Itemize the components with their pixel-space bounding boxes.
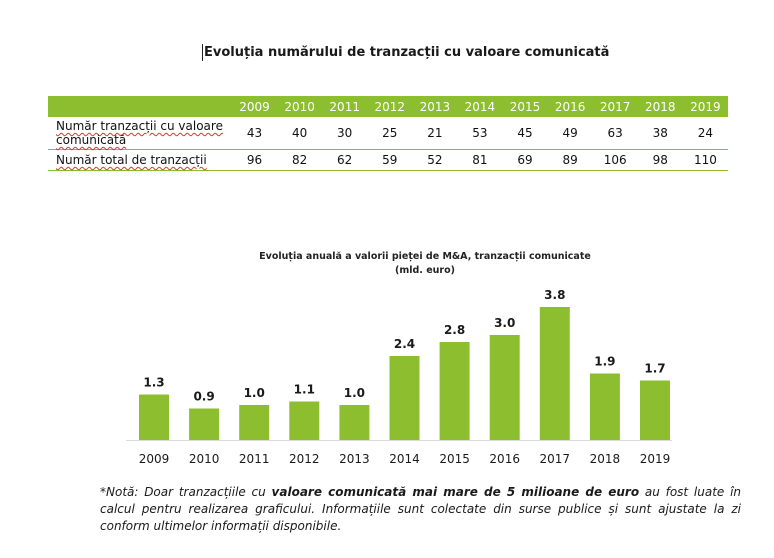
- bar-2015: [439, 342, 470, 440]
- table-cell: 69: [502, 149, 548, 171]
- table-cell: 96: [232, 149, 278, 171]
- table-cell: 52: [412, 149, 458, 171]
- data-label: 1.0: [244, 386, 265, 400]
- header-year: 2015: [502, 96, 548, 117]
- table-cell: 24: [682, 117, 728, 150]
- row-label: Număr tranzacții cu valoare comunicată: [48, 117, 232, 150]
- header-year: 2013: [412, 96, 458, 117]
- table-cell: 63: [592, 117, 638, 150]
- x-tick-label: 2015: [439, 452, 470, 466]
- header-year: 2019: [682, 96, 728, 117]
- data-label: 2.4: [394, 337, 415, 351]
- data-label: 1.9: [594, 355, 615, 369]
- x-tick-label: 2013: [339, 452, 370, 466]
- table-cell: 53: [457, 117, 503, 150]
- header-year: 2012: [367, 96, 413, 117]
- header-year: 2010: [277, 96, 323, 117]
- table-cell: 49: [547, 117, 593, 150]
- table-cell: 59: [367, 149, 413, 171]
- table-cell: 45: [502, 117, 548, 150]
- table-cell: 89: [547, 149, 593, 171]
- header-year: 2018: [637, 96, 683, 117]
- footnote-prefix: *Notă: Doar tranzacțiile cu: [100, 485, 272, 499]
- data-label: 1.7: [644, 362, 665, 376]
- x-tick-label: 2009: [139, 452, 170, 466]
- transactions-table: 2009 2010 2011 2012 2013 2014 2015 2016 …: [48, 96, 728, 171]
- x-tick-label: 2018: [590, 452, 621, 466]
- x-tick-label: 2016: [489, 452, 520, 466]
- table-cell: 30: [322, 117, 368, 150]
- bar-2017: [539, 307, 570, 440]
- bar-2009: [139, 394, 169, 440]
- bar-2018: [589, 373, 620, 440]
- header-year: 2017: [592, 96, 638, 117]
- data-label: 1.3: [143, 376, 164, 390]
- data-label: 3.0: [494, 316, 515, 330]
- header-year: 2016: [547, 96, 593, 117]
- table-row: Număr tranzacții cu valoare comunicată 4…: [48, 117, 728, 150]
- table-cell: 43: [232, 117, 278, 150]
- data-label: 1.1: [294, 383, 315, 397]
- header-year: 2011: [322, 96, 368, 117]
- table-cell: 40: [277, 117, 323, 150]
- header-empty-cell: [48, 96, 232, 117]
- table-header-row: 2009 2010 2011 2012 2013 2014 2015 2016 …: [48, 96, 728, 117]
- table-cell: 110: [682, 149, 728, 171]
- x-tick-label: 2019: [640, 452, 671, 466]
- table-cell: 21: [412, 117, 458, 150]
- bar-2012: [289, 401, 320, 440]
- data-label: 3.8: [544, 288, 565, 302]
- table-row: Număr total de tranzacții 96 82 62 59 52…: [48, 149, 728, 171]
- table-title: Evoluția numărului de tranzacții cu valo…: [202, 44, 610, 61]
- table-cell: 106: [592, 149, 638, 171]
- footnote-suffix: au fost luate în calcul pentru realizare…: [100, 485, 742, 533]
- chart-title-text: Evoluția anuală a valorii pieței de M&A,…: [259, 251, 591, 262]
- header-year: 2014: [457, 96, 503, 117]
- table-cell: 81: [457, 149, 503, 171]
- bar-2019: [640, 380, 670, 440]
- bar-2013: [339, 405, 370, 440]
- table-cell: 82: [277, 149, 323, 171]
- x-tick-label: 2011: [239, 452, 270, 466]
- x-tick-label: 2012: [289, 452, 320, 466]
- row-label: Număr total de tranzacții: [48, 149, 232, 171]
- table-cell: 98: [637, 149, 683, 171]
- data-label: 2.8: [444, 323, 465, 337]
- data-label: 1.0: [344, 386, 365, 400]
- bar-2014: [389, 356, 420, 440]
- table-cell: 38: [637, 117, 683, 150]
- bar-2011: [239, 405, 270, 440]
- header-year: 2009: [232, 96, 278, 117]
- footnote-bold: valoare comunicată mai mare de 5 milioan…: [271, 485, 640, 499]
- bar-2016: [489, 335, 520, 440]
- footnote: *Notă: Doar tranzacțiile cu valoare comu…: [100, 484, 741, 535]
- bar-2010: [189, 408, 220, 440]
- data-label: 0.9: [193, 390, 214, 404]
- table-cell: 25: [367, 117, 413, 150]
- chart-title: Evoluția anuală a valorii pieței de M&A,…: [200, 250, 650, 278]
- x-tick-label: 2014: [389, 452, 420, 466]
- x-tick-label: 2010: [189, 452, 220, 466]
- chart-subtitle: (mld. euro): [395, 265, 455, 276]
- x-tick-label: 2017: [540, 452, 571, 466]
- table-cell: 62: [322, 149, 368, 171]
